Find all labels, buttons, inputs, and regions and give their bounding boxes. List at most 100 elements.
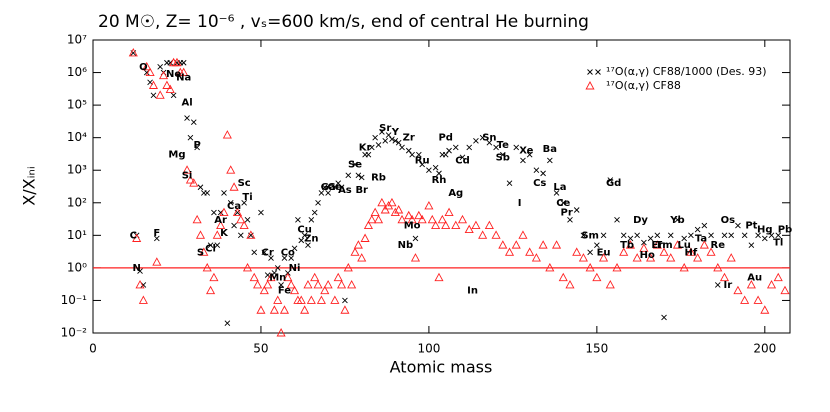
- triangle-marker: [478, 230, 488, 239]
- triangle-marker: [306, 295, 316, 304]
- element-label: N: [132, 263, 140, 274]
- element-label: Cs: [533, 178, 546, 189]
- y-tick-label: 10⁵: [67, 98, 87, 112]
- triangle-marker: [256, 305, 266, 314]
- x-marker: [560, 199, 567, 206]
- triangle-marker: [666, 253, 676, 262]
- x-marker: [170, 92, 177, 99]
- x-marker: [355, 172, 362, 179]
- triangle-marker: [686, 247, 696, 256]
- element-label: Os: [721, 215, 736, 226]
- triangle-marker: [363, 220, 373, 229]
- x-axis-label: Atomic mass: [390, 358, 493, 377]
- triangle-marker: [410, 253, 421, 262]
- x-marker: [352, 161, 358, 168]
- x-marker: [432, 164, 439, 171]
- element-label: Sb: [496, 152, 510, 163]
- triangle-marker: [414, 210, 424, 220]
- element-label: Rh: [432, 175, 447, 186]
- triangle-marker: [387, 197, 397, 207]
- triangle-marker: [269, 305, 279, 314]
- triangle-marker: [226, 165, 236, 174]
- triangle-marker: [572, 247, 582, 256]
- x-marker: [667, 232, 674, 239]
- x-marker: [627, 235, 634, 242]
- element-label: O: [139, 62, 148, 73]
- x-marker: [288, 255, 295, 261]
- x-marker: [701, 222, 708, 229]
- triangle-marker: [457, 214, 468, 224]
- element-label: Re: [711, 240, 726, 251]
- triangle-marker: [135, 279, 145, 289]
- element-label: Si: [182, 170, 193, 181]
- element-label: Rb: [371, 172, 386, 183]
- x-marker: [214, 242, 221, 248]
- triangle-marker: [347, 279, 357, 289]
- triangle-marker: [360, 233, 370, 242]
- element-label: S: [197, 247, 204, 258]
- x-marker: [412, 235, 419, 242]
- triangle-marker: [377, 197, 387, 207]
- triangle-marker: [158, 70, 169, 80]
- x-marker: [486, 139, 493, 146]
- element-label: Tl: [773, 238, 783, 249]
- x-marker: [368, 144, 375, 151]
- x-marker: [321, 184, 328, 191]
- triangle-marker: [199, 247, 209, 256]
- x-tick-label: 150: [585, 342, 608, 356]
- element-label: Mn: [269, 273, 286, 284]
- triangle-marker: [679, 262, 689, 272]
- x-marker: [674, 216, 681, 223]
- legend-label: ¹⁷O(α,γ) CF88/1000 (Des. 93): [606, 65, 767, 78]
- x-marker: [392, 138, 399, 144]
- triangle-marker: [145, 67, 155, 77]
- x-marker: [479, 134, 486, 141]
- x-marker: [268, 255, 274, 261]
- triangle-marker: [195, 230, 206, 239]
- x-marker: [587, 249, 593, 256]
- element-label: Fe: [278, 286, 291, 297]
- element-label: Mg: [168, 150, 185, 161]
- x-marker: [580, 232, 587, 239]
- element-label: Sm: [581, 230, 599, 241]
- triangle-marker: [766, 279, 777, 289]
- y-tick-label: 10⁴: [67, 130, 87, 144]
- x-marker: [157, 64, 163, 70]
- triangle-marker: [407, 214, 417, 224]
- triangle-marker: [259, 285, 269, 295]
- x-marker: [594, 242, 600, 248]
- x-marker: [332, 184, 338, 191]
- element-label: In: [467, 286, 478, 297]
- element-label: Ce: [556, 198, 570, 209]
- element-label: Kr: [359, 142, 372, 153]
- triangle-marker: [337, 279, 347, 289]
- x-marker: [211, 209, 217, 216]
- triangle-marker: [511, 240, 521, 249]
- element-label: Cu: [297, 225, 311, 236]
- x-marker: [190, 119, 197, 125]
- x-marker: [187, 134, 194, 141]
- triangle-marker: [471, 220, 481, 229]
- x-marker: [335, 180, 342, 186]
- triangle-marker: [672, 240, 683, 249]
- triangle-marker: [209, 272, 219, 282]
- triangle-marker: [551, 240, 562, 249]
- triangle-marker: [313, 279, 323, 289]
- x-marker: [227, 199, 234, 206]
- triangle-marker: [172, 57, 182, 67]
- x-marker: [506, 180, 513, 186]
- triangle-marker: [373, 214, 384, 224]
- element-label: Cd: [455, 155, 470, 166]
- triangle-marker: [222, 130, 232, 139]
- y-tick-label: 10¹: [67, 228, 87, 242]
- triangle-marker: [310, 272, 320, 282]
- element-label: Ag: [448, 188, 463, 199]
- x-marker: [540, 170, 546, 177]
- triangle-marker: [343, 262, 353, 272]
- element-label: Hf: [685, 247, 698, 258]
- element-label: Ho: [640, 250, 655, 261]
- element-label: Pb: [778, 225, 793, 236]
- x-marker: [271, 270, 278, 276]
- element-label: As: [338, 185, 352, 196]
